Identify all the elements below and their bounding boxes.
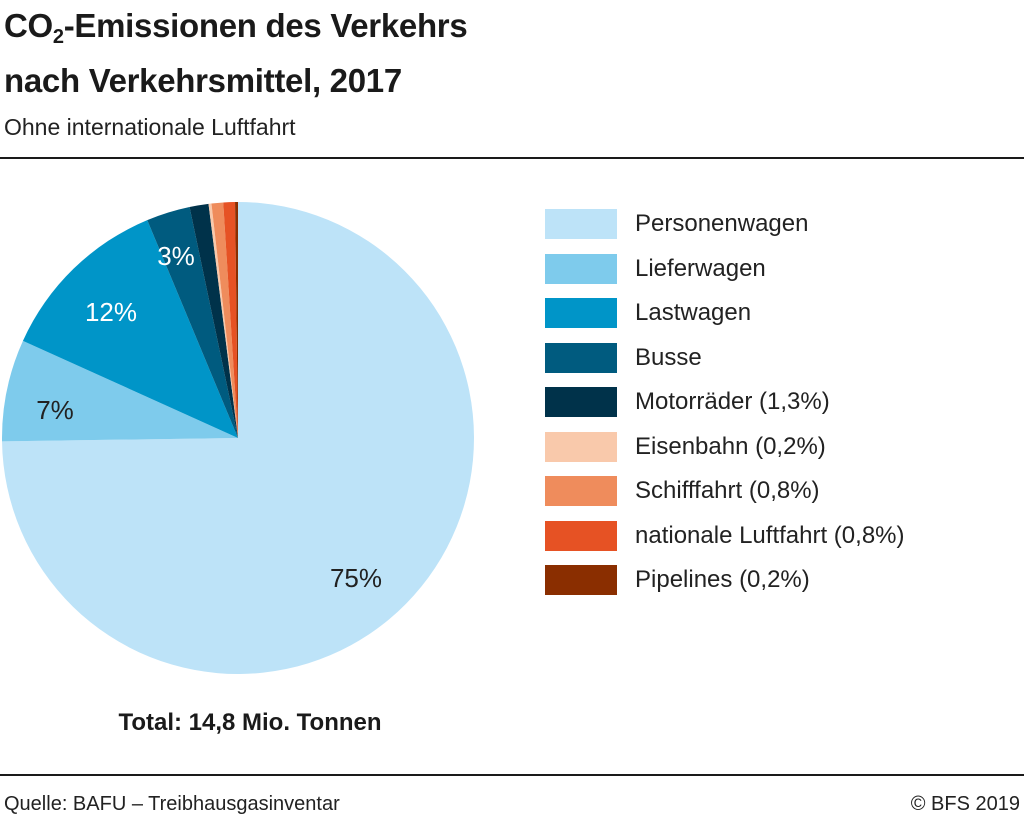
- slice-label-lastwagen: 12%: [85, 297, 137, 327]
- legend-swatch: [545, 565, 617, 596]
- legend-label: Personenwagen: [635, 210, 809, 238]
- legend-item: Schifffahrt (0,8%): [545, 469, 1015, 514]
- pie-slice-lieferwagen: [1, 340, 238, 442]
- legend-swatch: [545, 298, 617, 329]
- legend-item: Lieferwagen: [545, 247, 1015, 292]
- slice-label-lieferwagen: 7%: [36, 395, 74, 425]
- pie-slice-schifffahrt: [211, 202, 238, 438]
- top-divider: [0, 157, 1024, 159]
- legend-swatch: [545, 431, 617, 462]
- legend-item: Busse: [545, 336, 1015, 381]
- legend-swatch: [545, 387, 617, 418]
- pie-slice-motorräder: [189, 203, 238, 438]
- legend-item: Motorräder (1,3%): [545, 380, 1015, 425]
- total-label: Total: 14,8 Mio. Tonnen: [118, 709, 382, 736]
- legend-label: Pipelines (0,2%): [635, 566, 810, 594]
- legend-swatch: [545, 253, 617, 284]
- bottom-divider: [0, 774, 1024, 776]
- chart-legend: Personenwagen Lieferwagen Lastwagen Busse Mo…: [545, 202, 1015, 603]
- legend-item: Lastwagen: [545, 291, 1015, 336]
- legend-item: Pipelines (0,2%): [545, 558, 1015, 603]
- legend-label: Schifffahrt (0,8%): [635, 477, 820, 505]
- legend-label: Lastwagen: [635, 299, 752, 327]
- pie-slice-lastwagen: [22, 220, 239, 438]
- pie-slice-busse: [147, 207, 238, 438]
- slice-label-busse: 3%: [157, 241, 195, 271]
- legend-label: nationale Luftfahrt (0,8%): [635, 521, 905, 549]
- pie-slice-pipelines: [235, 202, 238, 438]
- legend-label: Motorräder (1,3%): [635, 388, 830, 416]
- title-prefix: CO: [4, 7, 53, 44]
- pie-slice-personenwagen: [2, 202, 475, 675]
- legend-swatch: [545, 342, 617, 373]
- pie-chart: 75% 7% 12% 3%: [1, 202, 475, 675]
- chart-title: CO2-Emissionen des Verkehrs nach Verkehr…: [4, 4, 468, 103]
- chart-subtitle: Ohne internationale Luftfahrt: [4, 114, 296, 140]
- chart-title-line-1: CO2-Emissionen des Verkehrs: [4, 4, 468, 59]
- legend-label: Eisenbahn (0,2%): [635, 432, 826, 460]
- copyright-note: © BFS 2019: [910, 793, 1020, 815]
- source-note: Quelle: BAFU – Treibhausgasinventar: [4, 793, 340, 815]
- pie-slice-nationale-luftfahrt: [223, 202, 238, 438]
- title-line1-rest: -Emissionen des Verkehrs: [63, 7, 468, 44]
- legend-swatch: [545, 476, 617, 507]
- legend-label: Lieferwagen: [635, 254, 766, 282]
- legend-label: Busse: [635, 343, 702, 371]
- pie-slice-eisenbahn: [208, 203, 238, 438]
- legend-item: Eisenbahn (0,2%): [545, 425, 1015, 470]
- legend-item: Personenwagen: [545, 202, 1015, 247]
- slice-label-personenwagen: 75%: [330, 563, 382, 593]
- legend-item: nationale Luftfahrt (0,8%): [545, 514, 1015, 559]
- chart-title-line-2: nach Verkehrsmittel, 2017: [4, 62, 402, 99]
- title-subscript: 2: [52, 26, 64, 48]
- legend-swatch: [545, 520, 617, 551]
- legend-swatch: [545, 209, 617, 240]
